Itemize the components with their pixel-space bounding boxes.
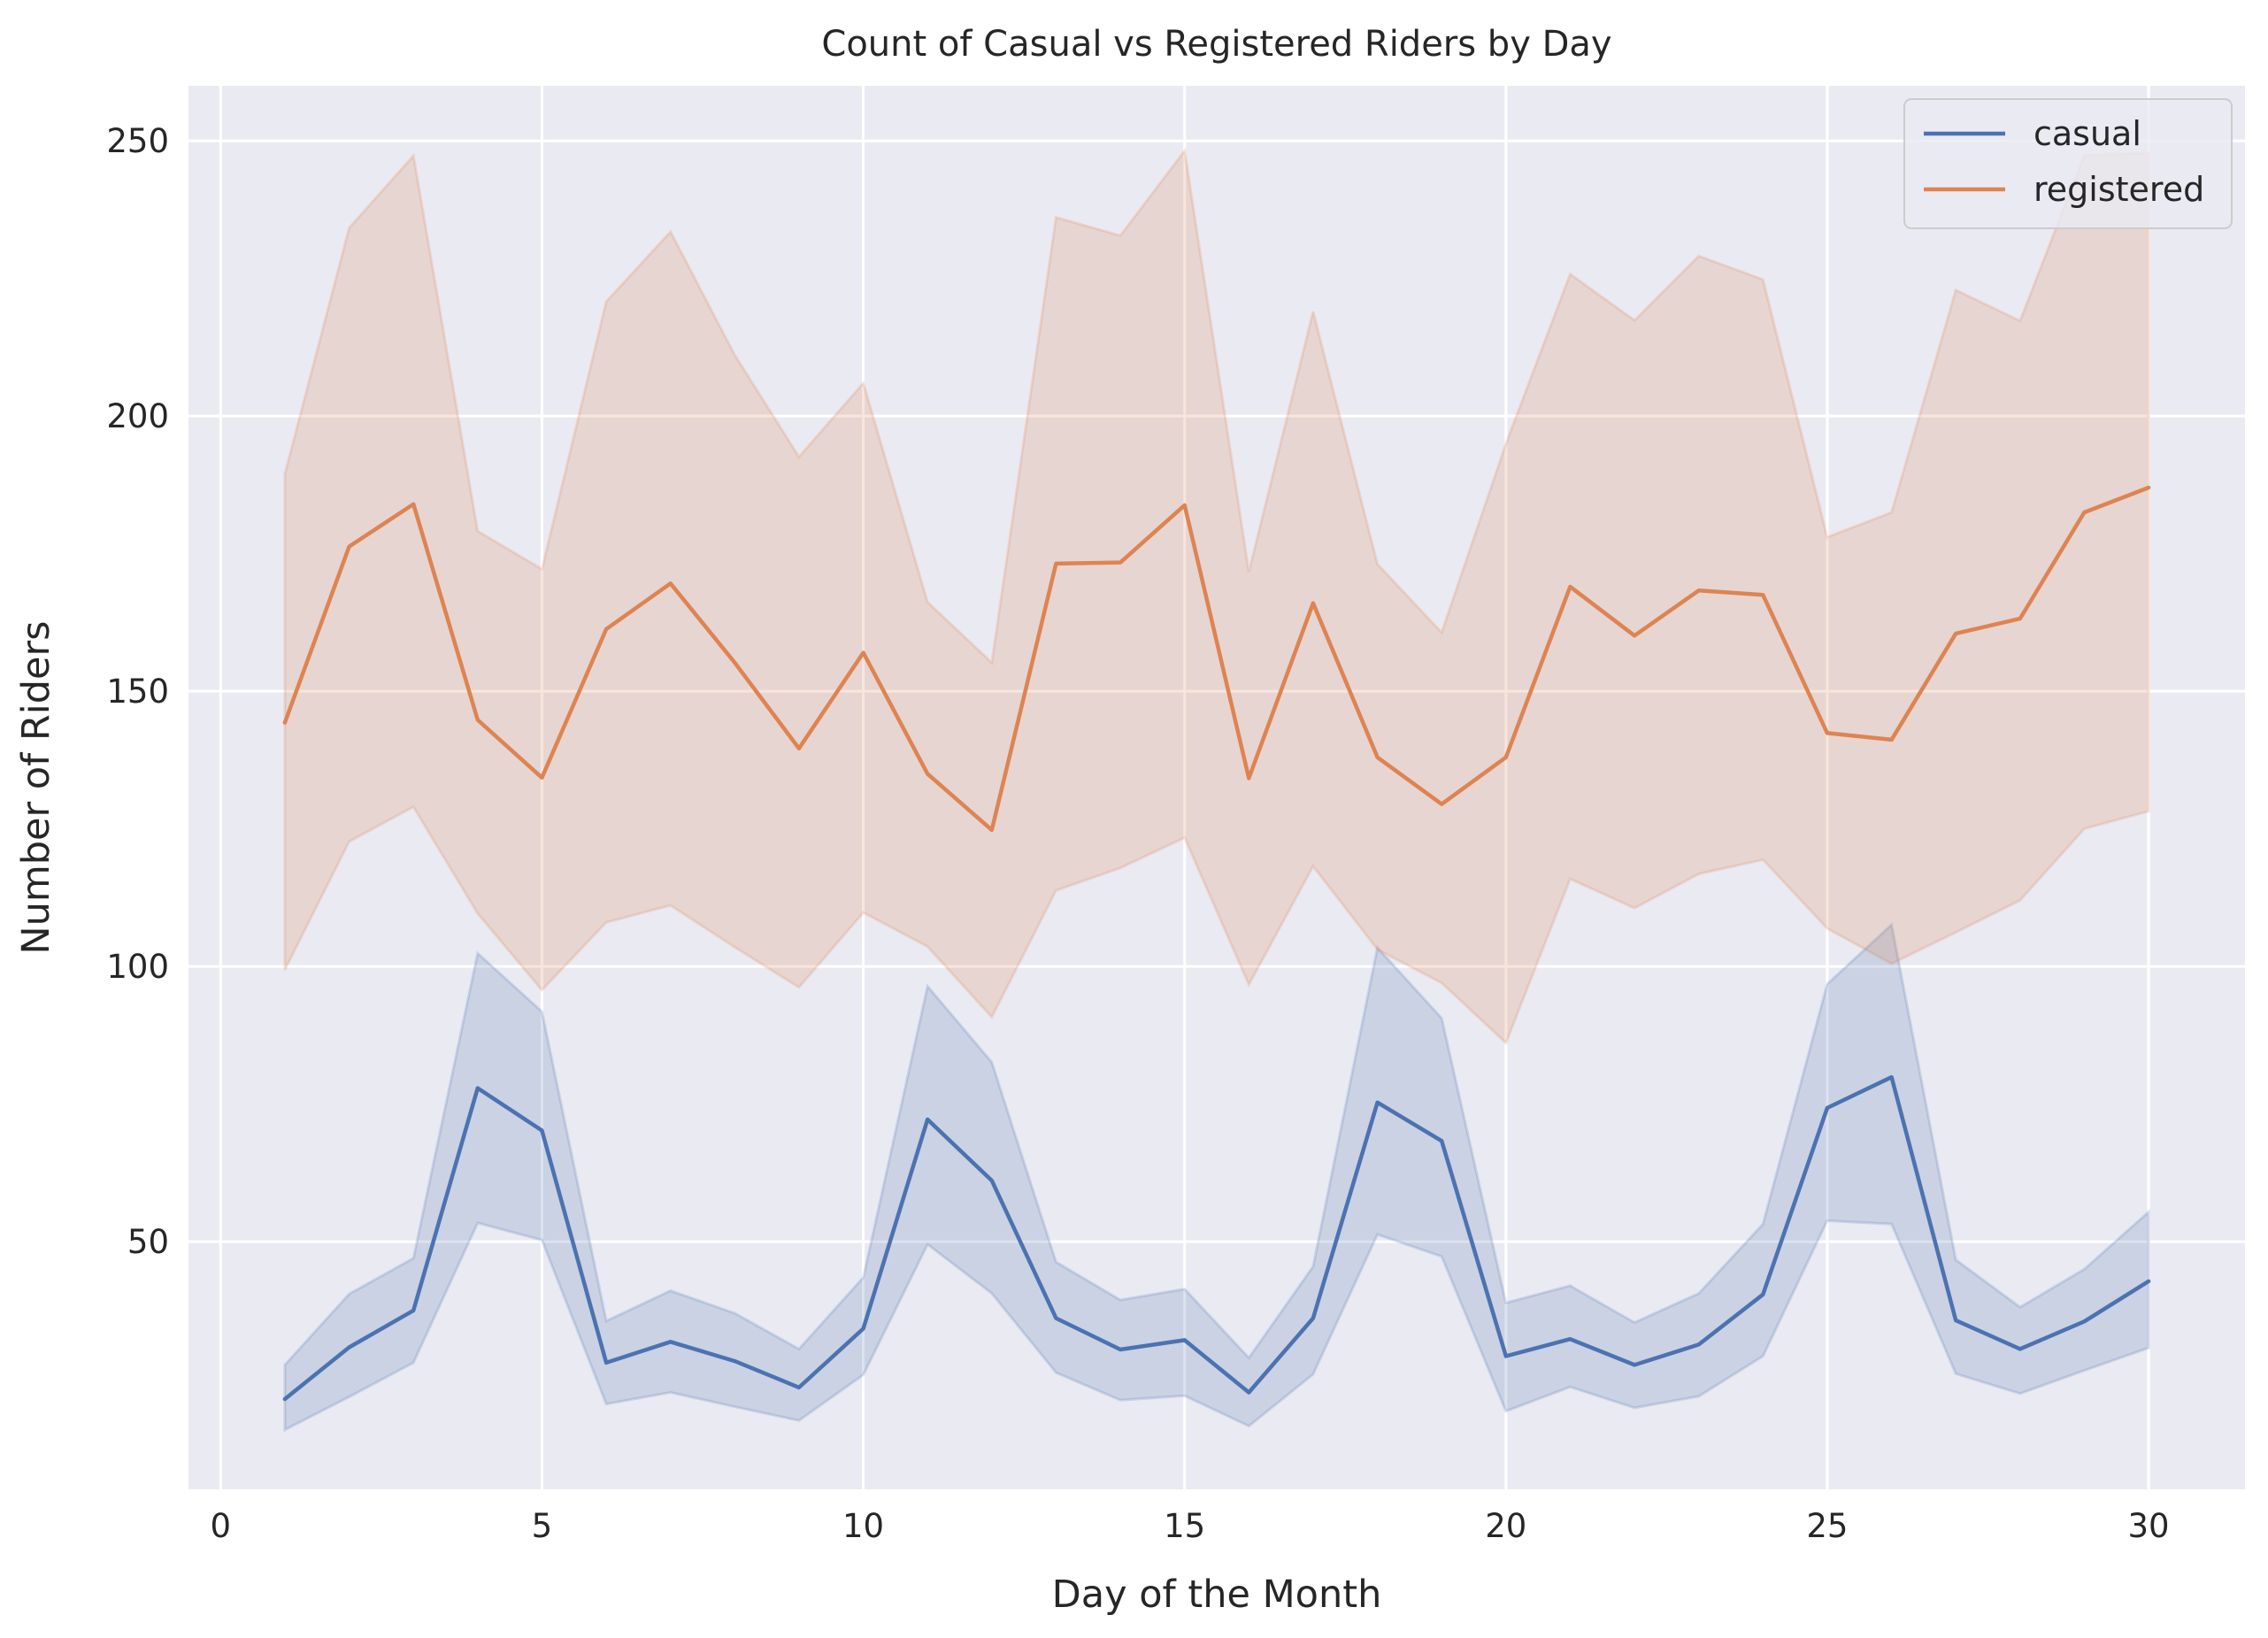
x-tick-label: 0 bbox=[211, 1507, 232, 1545]
y-tick-label: 150 bbox=[106, 673, 169, 711]
x-tick-label: 10 bbox=[842, 1507, 884, 1545]
x-tick-label: 15 bbox=[1164, 1507, 1205, 1545]
y-tick-label: 100 bbox=[106, 948, 169, 986]
series-lines bbox=[282, 485, 2151, 1402]
tick-labels: 0 5 10 15 20 25 30 50 100 150 200 250 bbox=[106, 122, 2169, 1545]
y-tick-label: 250 bbox=[106, 122, 169, 160]
chart-title: Count of Casual vs Registered Riders by … bbox=[821, 24, 1611, 65]
y-tick-label: 50 bbox=[127, 1223, 169, 1261]
registered-legend-label: registered bbox=[2034, 170, 2204, 209]
x-tick-label: 25 bbox=[1806, 1507, 1848, 1545]
legend-box bbox=[1903, 98, 2233, 229]
y-tick-label: 200 bbox=[106, 397, 169, 435]
confidence-bands bbox=[283, 147, 2150, 1433]
casual-confidence-band bbox=[283, 921, 2150, 1433]
legend: casual registered bbox=[1903, 98, 2233, 229]
x-axis-label: Day of the Month bbox=[1052, 1573, 1382, 1617]
x-tick-label: 20 bbox=[1485, 1507, 1526, 1545]
registered-line bbox=[282, 485, 2151, 833]
casual-line bbox=[282, 1074, 2151, 1402]
x-tick-label: 5 bbox=[532, 1507, 553, 1545]
registered-confidence-band bbox=[283, 147, 2150, 1046]
casual-legend-label: casual bbox=[2034, 114, 2141, 153]
plot-background bbox=[188, 86, 2245, 1489]
x-tick-label: 30 bbox=[2128, 1507, 2170, 1545]
grid bbox=[188, 86, 2245, 1489]
y-axis-label: Number of Riders bbox=[14, 620, 58, 954]
